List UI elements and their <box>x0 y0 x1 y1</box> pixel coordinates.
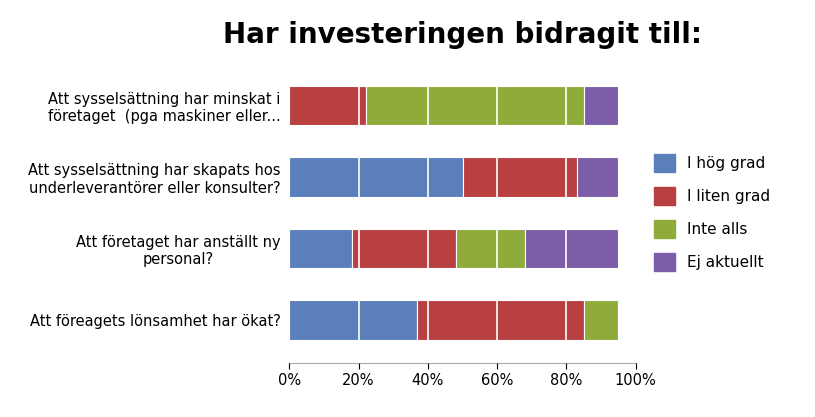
Bar <box>417 300 584 339</box>
Bar <box>456 229 525 268</box>
Bar <box>463 157 577 196</box>
Bar <box>289 300 417 339</box>
Bar <box>289 157 463 196</box>
Bar <box>289 86 366 125</box>
Bar <box>577 157 619 196</box>
Bar <box>525 229 619 268</box>
Bar <box>584 86 619 125</box>
Legend: I hög grad, I liten grad, Inte alls, Ej aktuellt: I hög grad, I liten grad, Inte alls, Ej … <box>654 154 770 271</box>
Title: Har investeringen bidragit till:: Har investeringen bidragit till: <box>223 21 702 49</box>
Bar <box>366 86 584 125</box>
Bar <box>584 300 619 339</box>
Bar <box>289 229 352 268</box>
Bar <box>352 229 456 268</box>
